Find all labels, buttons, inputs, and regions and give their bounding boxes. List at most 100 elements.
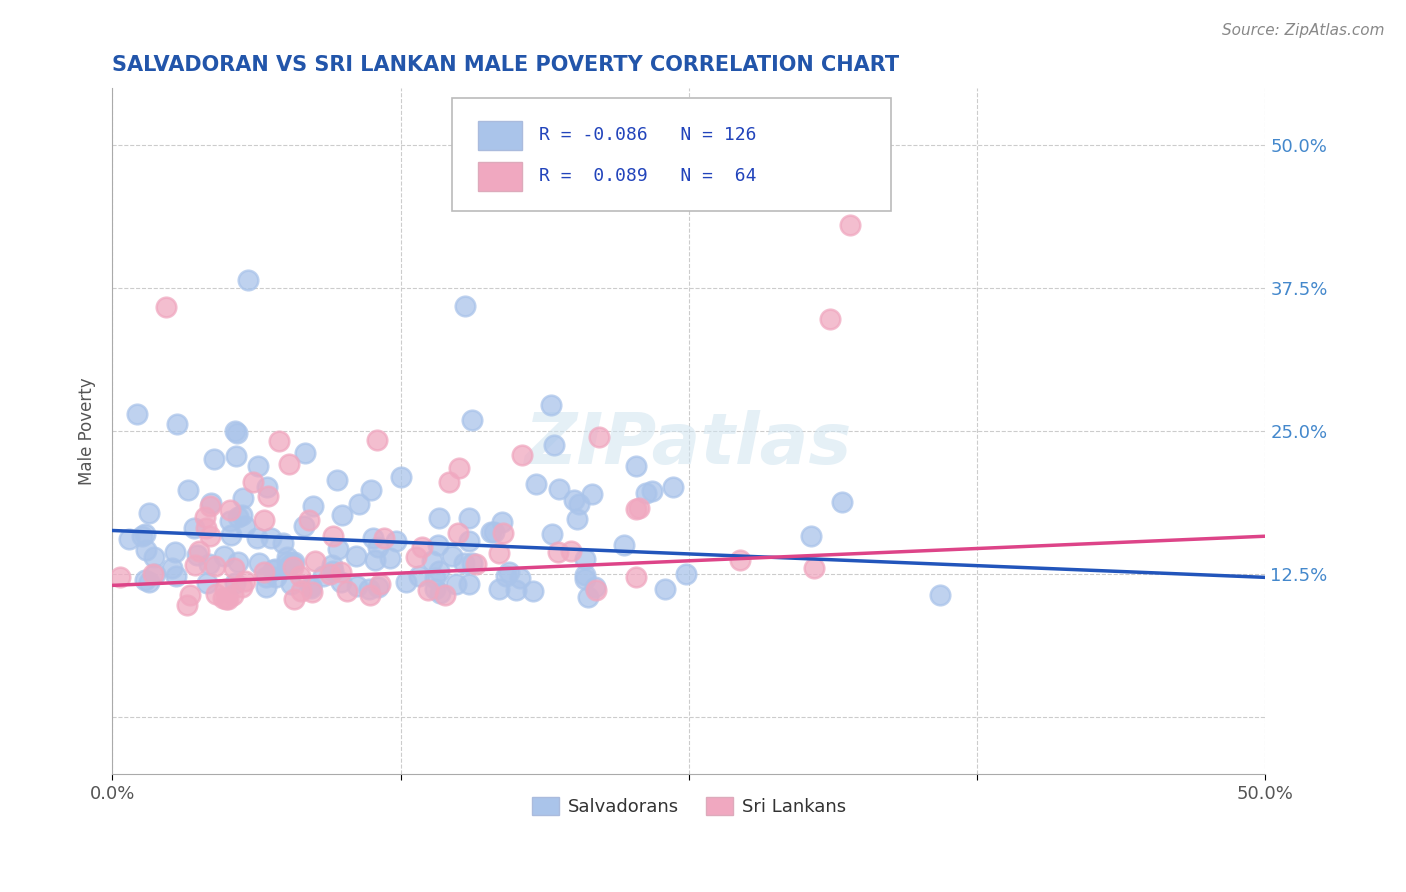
Point [125,408,148,422]
Point [253,565,276,579]
Point [543,438,565,452]
Point [344,549,367,564]
Point [304,554,326,568]
Point [135,543,157,558]
Point [364,553,387,567]
Point [283,555,305,569]
Point [495,569,517,583]
Point [654,582,676,596]
Point [420,553,443,567]
Point [416,582,439,597]
Point [246,531,269,545]
Point [271,535,294,549]
Point [233,519,256,533]
Point [294,446,316,460]
Point [264,562,287,576]
Point [198,529,221,543]
Point [200,496,222,510]
Point [278,457,301,471]
Point [138,574,160,589]
Point [312,569,335,583]
Point [225,426,247,441]
Point [301,579,323,593]
Point [217,591,239,606]
Point [440,549,463,563]
Point [322,564,344,578]
Point [373,531,395,545]
Point [484,524,506,539]
Point [184,558,207,572]
Point [198,557,221,571]
Point [624,458,647,473]
Point [627,500,650,515]
Point [257,489,280,503]
Point [134,527,156,541]
Point [346,579,368,593]
Point [449,461,471,475]
Point [138,506,160,520]
Point [330,575,353,590]
Point [479,524,502,539]
Point [276,555,298,569]
Point [803,561,825,575]
Point [574,572,596,586]
Point [222,588,245,602]
Point [425,571,447,585]
Point [427,510,450,524]
Point [134,573,156,587]
Point [728,553,751,567]
Point [186,548,208,562]
Point [357,582,380,596]
Point [661,480,683,494]
Point [319,566,342,581]
Point [361,531,384,545]
Point [458,534,481,549]
Point [583,580,606,594]
Point [288,569,311,583]
Point [427,538,450,552]
Point [253,514,276,528]
Point [360,483,382,497]
Point [389,470,412,484]
Legend: Salvadorans, Sri Lankans: Salvadorans, Sri Lankans [524,789,853,823]
Point [928,588,950,602]
Point [214,549,236,563]
Point [540,398,562,412]
Point [218,503,240,517]
Text: SALVADORAN VS SRI LANKAN MALE POVERTY CORRELATION CHART: SALVADORAN VS SRI LANKAN MALE POVERTY CO… [112,55,900,75]
Text: ZIPatlas: ZIPatlas [526,410,852,479]
Point [560,543,582,558]
Point [565,512,588,526]
Point [437,475,460,489]
Point [298,512,321,526]
Point [634,486,657,500]
Point [408,569,430,583]
Point [242,475,264,489]
Point [384,534,406,549]
Point [194,510,217,524]
Point [183,521,205,535]
Point [283,560,305,574]
Point [155,300,177,314]
Point [176,598,198,612]
Point [359,588,381,602]
Point [256,480,278,494]
Point [492,526,515,541]
Point [564,493,586,508]
Point [231,508,253,522]
Point [219,528,242,542]
Point [202,452,225,467]
Bar [478,162,522,191]
Point [224,576,246,591]
Point [163,545,186,559]
Point [301,585,323,599]
Point [198,499,221,513]
Point [488,582,510,597]
Point [429,586,451,600]
Point [491,516,513,530]
Point [427,564,450,578]
Point [329,565,352,579]
Point [498,565,520,579]
Point [800,529,823,543]
Point [236,273,259,287]
